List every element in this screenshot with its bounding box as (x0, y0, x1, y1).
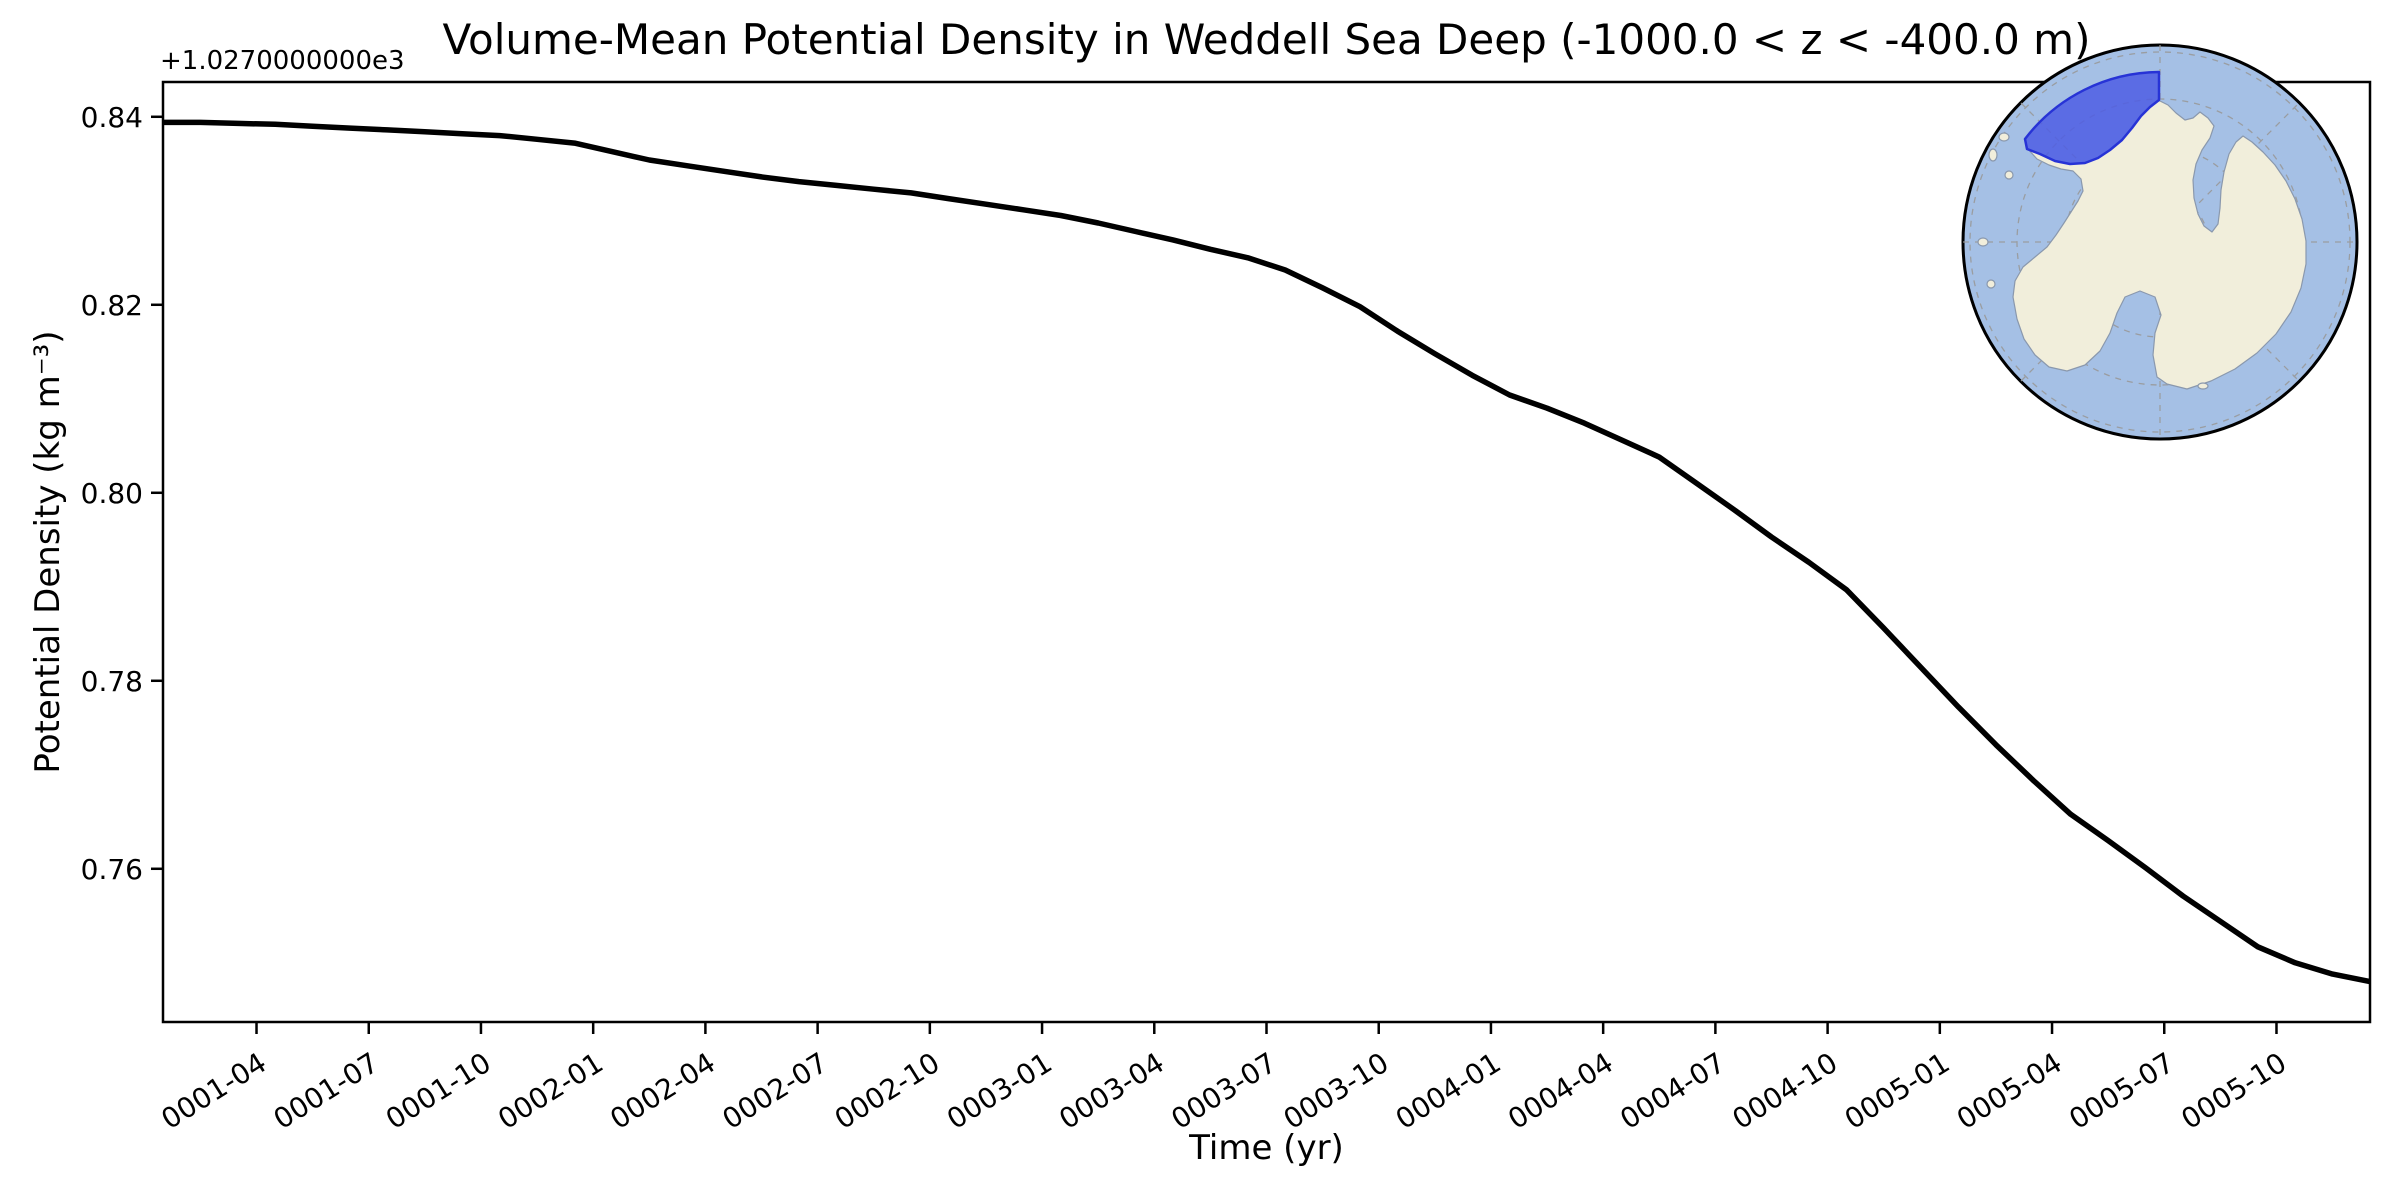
x-tick-label: 0004-01 (1390, 1046, 1507, 1136)
map-land (1977, 99, 2307, 390)
y-axis-offset-text: +1.0270000000e3 (160, 46, 405, 76)
island (1977, 237, 1989, 247)
island (2197, 382, 2209, 390)
x-tick-label: 0003-04 (1053, 1046, 1170, 1136)
x-tick-label: 0002-04 (604, 1046, 721, 1136)
y-tick-label: 0.76 (81, 853, 143, 886)
island (1998, 132, 2010, 142)
x-tick-label: 0002-01 (492, 1046, 609, 1136)
x-axis-ticks: 0001-040001-070001-100002-010002-040002-… (156, 1022, 2293, 1136)
x-tick-label: 0003-01 (941, 1046, 1058, 1136)
weddell-region-highlight (2023, 70, 2161, 166)
x-tick-label: 0003-10 (1278, 1046, 1395, 1136)
x-tick-label: 0001-10 (380, 1046, 497, 1136)
x-tick-label: 0005-07 (2063, 1046, 2180, 1136)
y-tick-label: 0.84 (81, 101, 143, 134)
x-tick-label: 0002-07 (717, 1046, 834, 1136)
y-tick-label: 0.80 (81, 477, 143, 510)
x-axis-label: Time (yr) (1189, 1128, 1344, 1168)
x-tick-label: 0004-04 (1502, 1046, 1619, 1136)
x-tick-label: 0001-04 (156, 1046, 273, 1136)
x-tick-label: 0003-07 (1166, 1046, 1283, 1136)
y-tick-label: 0.78 (81, 665, 143, 698)
density-series-line (163, 119, 2371, 985)
x-tick-label: 0005-10 (2176, 1046, 2293, 1136)
x-tick-label: 0004-07 (1614, 1046, 1731, 1136)
x-tick-label: 0005-01 (1839, 1046, 1956, 1136)
island (2004, 170, 2014, 180)
antarctica-landmass (2012, 99, 2307, 390)
x-tick-label: 0005-04 (1951, 1046, 2068, 1136)
island (1986, 279, 1996, 289)
island (1988, 148, 1998, 162)
x-tick-label: 0001-07 (268, 1046, 385, 1136)
y-tick-label: 0.82 (81, 289, 143, 322)
inset-map-antarctica (1961, 43, 2359, 441)
x-tick-label: 0004-10 (1727, 1046, 1844, 1136)
chart-title: Volume-Mean Potential Density in Weddell… (442, 15, 2091, 64)
y-axis-ticks: 0.84 0.82 0.80 0.78 0.76 (81, 101, 163, 886)
x-tick-label: 0002-10 (829, 1046, 946, 1136)
